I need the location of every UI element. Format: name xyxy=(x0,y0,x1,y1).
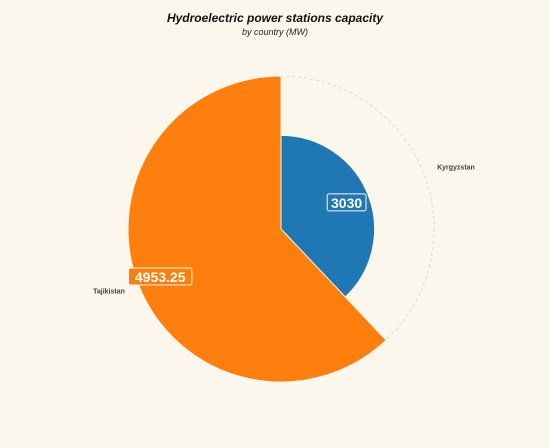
value-label-box-tajikistan xyxy=(128,267,193,286)
labels: 3030 Kyrgyzstan 4953.25 Tajikistan xyxy=(93,164,475,295)
category-label-tajikistan: Tajikistan xyxy=(93,289,125,296)
slice-tajikistan[interactable] xyxy=(127,75,387,383)
value-label-tajikistan: 4953.25 xyxy=(135,269,186,285)
chart-subtitle: by country (MW) xyxy=(241,27,308,37)
slice-kyrgyzstan[interactable] xyxy=(280,134,376,298)
slices xyxy=(127,75,387,383)
category-label-kyrgyzstan: Kyrgyzstan xyxy=(437,164,475,171)
value-label-box-kyrgyzstan xyxy=(326,193,367,212)
value-label-kyrgyzstan: 3030 xyxy=(331,195,362,211)
chart-title: Hydroelectric power stations capacity xyxy=(166,11,384,25)
